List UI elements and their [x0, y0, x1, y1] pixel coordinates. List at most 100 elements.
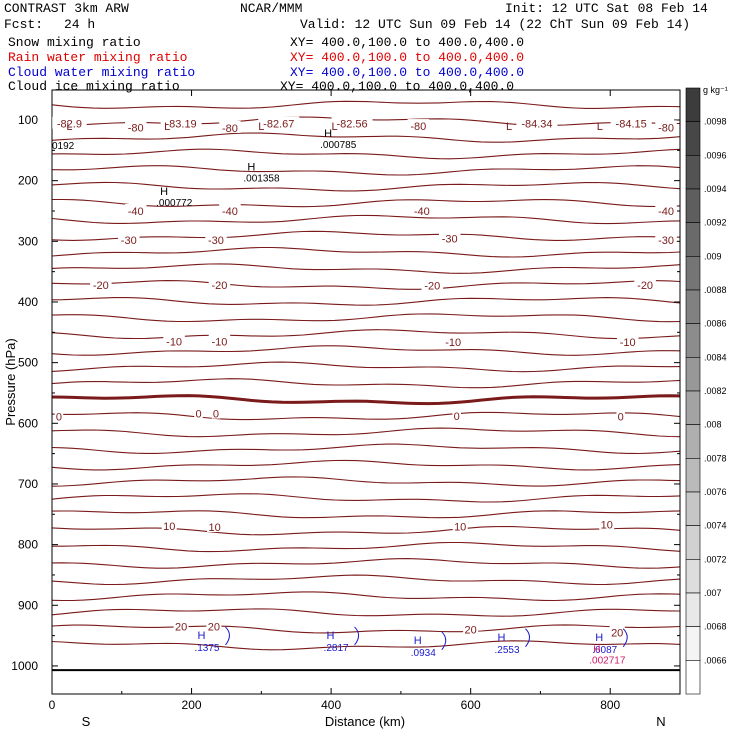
cloud-water-max-marker: H	[595, 632, 603, 644]
contour-label: -40	[128, 206, 144, 218]
contour-label: -83.19	[165, 119, 196, 131]
colorbar-label: .008	[704, 420, 722, 430]
colorbar-cell	[685, 424, 701, 459]
maximum-value: .000785	[320, 140, 357, 151]
contour-label-bg	[205, 233, 227, 246]
temperature-contour-line	[51, 263, 681, 274]
field-cloud-water-name: Cloud water mixing ratio	[8, 65, 196, 80]
contour-label: 10	[208, 522, 220, 534]
contour-label-bg	[407, 119, 430, 132]
colorbar-label: .0086	[704, 319, 727, 329]
cloud-water-contour	[225, 626, 230, 646]
field-snow-xy: XY= 400.0,100.0 to 400.0,400.0	[290, 35, 525, 50]
colorbar-label: .009	[704, 251, 722, 261]
contour-label: -80	[128, 122, 144, 134]
temperature-contour-line	[51, 361, 681, 373]
colorbar-label: .0096	[704, 150, 727, 160]
contour-label-bg	[516, 116, 558, 129]
temperature-contour-line	[51, 181, 681, 192]
contour-label: -20	[212, 280, 228, 292]
x-tick-label: 0	[49, 698, 56, 712]
edge-value-label: 0192	[52, 141, 75, 152]
contour-label-bg	[194, 406, 203, 419]
contour-label: -10	[212, 336, 228, 348]
maximum-value: .000772	[156, 198, 193, 209]
contour-label: -80	[222, 123, 238, 135]
cloud-water-max-marker: H	[414, 635, 422, 647]
temperature-contour-line	[51, 378, 681, 389]
cloud-water-max-value: .2553	[495, 645, 520, 656]
x-axis-label: Distance (km)	[325, 714, 405, 729]
contour-label: -84.15	[616, 119, 647, 131]
x-axis-start-label: S	[82, 714, 91, 729]
colorbar-label: .0076	[704, 487, 727, 497]
colorbar-cell	[685, 222, 701, 257]
contour-label: 20	[175, 622, 187, 634]
colorbar-label: .0094	[704, 184, 727, 194]
contour-label-bg	[655, 203, 677, 216]
temperature-contour-line	[51, 443, 681, 455]
temperature-contour-line	[51, 411, 681, 421]
contour-label: 10	[163, 521, 175, 533]
x-tick-label: 200	[182, 698, 202, 712]
cloud-water-max-marker: H	[197, 630, 205, 642]
contour-label-bg	[616, 335, 639, 348]
cloud-water-contour	[525, 628, 531, 648]
field-rain-name: Rain water mixing ratio	[8, 50, 188, 65]
cloud-water-contour	[441, 631, 447, 651]
contour-label-bg	[54, 409, 64, 422]
temperature-contour-line	[51, 148, 681, 160]
contour-label-bg	[163, 334, 185, 347]
colorbar-cell	[685, 559, 701, 594]
x-tick-label: 600	[461, 698, 481, 712]
colorbar-label: .0068	[704, 622, 727, 632]
temperature-contour-line	[51, 100, 681, 109]
temperature-contour-line	[51, 525, 681, 536]
y-axis-label: Pressure (hPa)	[3, 338, 18, 425]
colorbar-cell	[685, 491, 701, 526]
contour-label: 20	[611, 628, 623, 640]
contour-label-bg	[173, 619, 189, 632]
contour-label: -30	[658, 235, 674, 247]
contour-label: -30	[121, 235, 137, 247]
minimum-marker: L	[258, 121, 264, 133]
field-snow-name: Snow mixing ratio	[8, 35, 141, 50]
contour-label-bg	[219, 203, 241, 216]
contour-label-bg	[124, 203, 147, 216]
colorbar-cell	[685, 626, 701, 661]
colorbar-cell	[685, 660, 701, 695]
colorbar-label: .0078	[704, 453, 727, 463]
temperature-contour-line	[51, 329, 681, 340]
contour-label: -80	[410, 121, 426, 133]
valid-time: Valid: 12 UTC Sun 09 Feb 14 (22 ChT Sun …	[300, 17, 691, 32]
contour-label: -30	[442, 233, 458, 245]
contour-label: 0	[213, 409, 219, 421]
contour-label: 0	[618, 412, 624, 424]
contour-label: 0	[195, 409, 201, 421]
maximum-marker: H	[247, 161, 255, 173]
y-tick-label: 600	[18, 416, 38, 430]
colorbar-cell	[685, 155, 701, 190]
y-tick-label: 700	[18, 477, 38, 491]
contour-label: -40	[414, 206, 430, 218]
model-title: CONTRAST 3km ARW	[4, 1, 129, 16]
field-cloud-water-xy: XY= 400.0,100.0 to 400.0,400.0	[290, 65, 525, 80]
colorbar-cell	[685, 87, 701, 122]
minimum-marker: L	[164, 121, 170, 133]
colorbar-cell	[685, 458, 701, 493]
colorbar-cell	[685, 592, 701, 627]
temperature-contour-line	[51, 230, 681, 241]
colorbar-cell	[685, 357, 701, 392]
colorbar-label: .0088	[704, 285, 727, 295]
temperature-contour-line	[51, 296, 681, 306]
maximum-marker: H	[160, 186, 168, 198]
forecast-hour: 24 h	[64, 17, 96, 32]
contour-labels: -82.9 -80 -83.19 -80 -82.67 -82.56 -80 -84.34 -8…	[52, 116, 677, 640]
temperature-contour-line	[51, 214, 681, 225]
contour-label: -40	[658, 206, 674, 218]
colorbar-unit: g kg⁻¹	[703, 85, 728, 95]
contour-label-bg	[211, 406, 221, 419]
contour-label-bg	[411, 203, 433, 216]
x-tick-label: 800	[600, 698, 620, 712]
